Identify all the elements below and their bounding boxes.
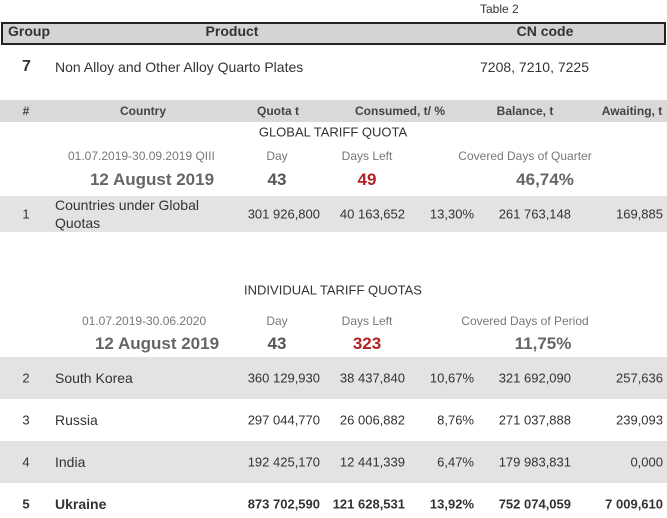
- column-header: Awaiting, t: [601, 104, 663, 118]
- cell: 121 628,531: [332, 496, 405, 512]
- covered: 46,74%: [516, 170, 574, 189]
- date: 12 August 2019: [94, 334, 220, 353]
- header-cell: Product: [205, 23, 259, 39]
- cell: 179 983,831: [498, 454, 571, 470]
- cell: 2: [22, 370, 30, 386]
- covered-label: Covered Days of Period: [461, 314, 589, 328]
- cell: 297 044,770: [247, 412, 320, 428]
- row-band: [0, 196, 667, 232]
- country: Russia: [55, 412, 98, 428]
- row-band: [0, 357, 667, 399]
- cell: 1: [22, 206, 30, 222]
- period: 01.07.2019-30.09.2019 QIII: [68, 149, 215, 163]
- cell: 261 763,148: [498, 206, 571, 222]
- column-header: Quota t: [257, 104, 299, 118]
- country: Ukraine: [55, 496, 107, 512]
- product-name: Non Alloy and Other Alloy Quarto Plates: [55, 59, 304, 75]
- section-title: GLOBAL TARIFF QUOTA: [258, 124, 408, 140]
- days-left-label: Days Left: [341, 314, 393, 328]
- days-left-label: Days Left: [341, 149, 393, 163]
- header-bar: [1, 22, 666, 45]
- cn-code: 7208, 7210, 7225: [480, 59, 589, 75]
- days-left: 49: [357, 170, 377, 189]
- date: 12 August 2019: [89, 170, 215, 189]
- cell: 321 692,090: [498, 370, 571, 386]
- day-label: Day: [266, 149, 288, 163]
- group-number: 7: [22, 58, 31, 75]
- header-cell: CN code: [516, 23, 574, 39]
- country: India: [55, 454, 86, 470]
- cell: 40 163,652: [339, 206, 405, 222]
- cell: 6,47%: [437, 454, 474, 470]
- cell: 0,000: [630, 454, 663, 470]
- cell: 239,093: [616, 412, 663, 428]
- cell: 271 037,888: [498, 412, 571, 428]
- cell: 5: [22, 496, 30, 512]
- column-header: Balance, t: [496, 104, 554, 118]
- cell: 752 074,059: [498, 496, 571, 512]
- country: Countries under Global Quotas: [55, 197, 199, 231]
- row-band: [0, 441, 667, 483]
- cell: 13,92%: [429, 496, 474, 512]
- cell: 26 006,882: [339, 412, 405, 428]
- cell: 873 702,590: [247, 496, 320, 512]
- cell: 4: [22, 454, 30, 470]
- cell: 360 129,930: [247, 370, 320, 386]
- day: 43: [267, 170, 287, 189]
- cell: 10,67%: [429, 370, 474, 386]
- column-header: Country: [120, 104, 166, 118]
- cell: 3: [22, 412, 30, 428]
- day-label: Day: [266, 314, 288, 328]
- country: South Korea: [55, 370, 133, 386]
- cell: 301 926,800: [247, 206, 320, 222]
- cell: 257,636: [616, 370, 663, 386]
- cell: 38 437,840: [339, 370, 405, 386]
- section-title: INDIVIDUAL TARIFF QUOTAS: [244, 282, 422, 298]
- cell: 169,885: [616, 206, 663, 222]
- column-header: Consumed, t/ %: [354, 104, 446, 118]
- cell: 192 425,170: [247, 454, 320, 470]
- cell: 7 009,610: [605, 496, 663, 512]
- column-header: #: [22, 104, 30, 118]
- table-label: Table 2: [480, 2, 519, 16]
- column-header-band: [0, 100, 667, 122]
- cell: 13,30%: [429, 206, 474, 222]
- day: 43: [267, 334, 287, 353]
- covered-label: Covered Days of Quarter: [458, 149, 592, 163]
- period: 01.07.2019-30.06.2020: [82, 314, 207, 328]
- covered: 11,75%: [514, 334, 572, 353]
- cell: 12 441,339: [339, 454, 405, 470]
- header-cell: Group: [8, 23, 50, 39]
- cell: 8,76%: [437, 412, 474, 428]
- days-left: 323: [352, 334, 382, 353]
